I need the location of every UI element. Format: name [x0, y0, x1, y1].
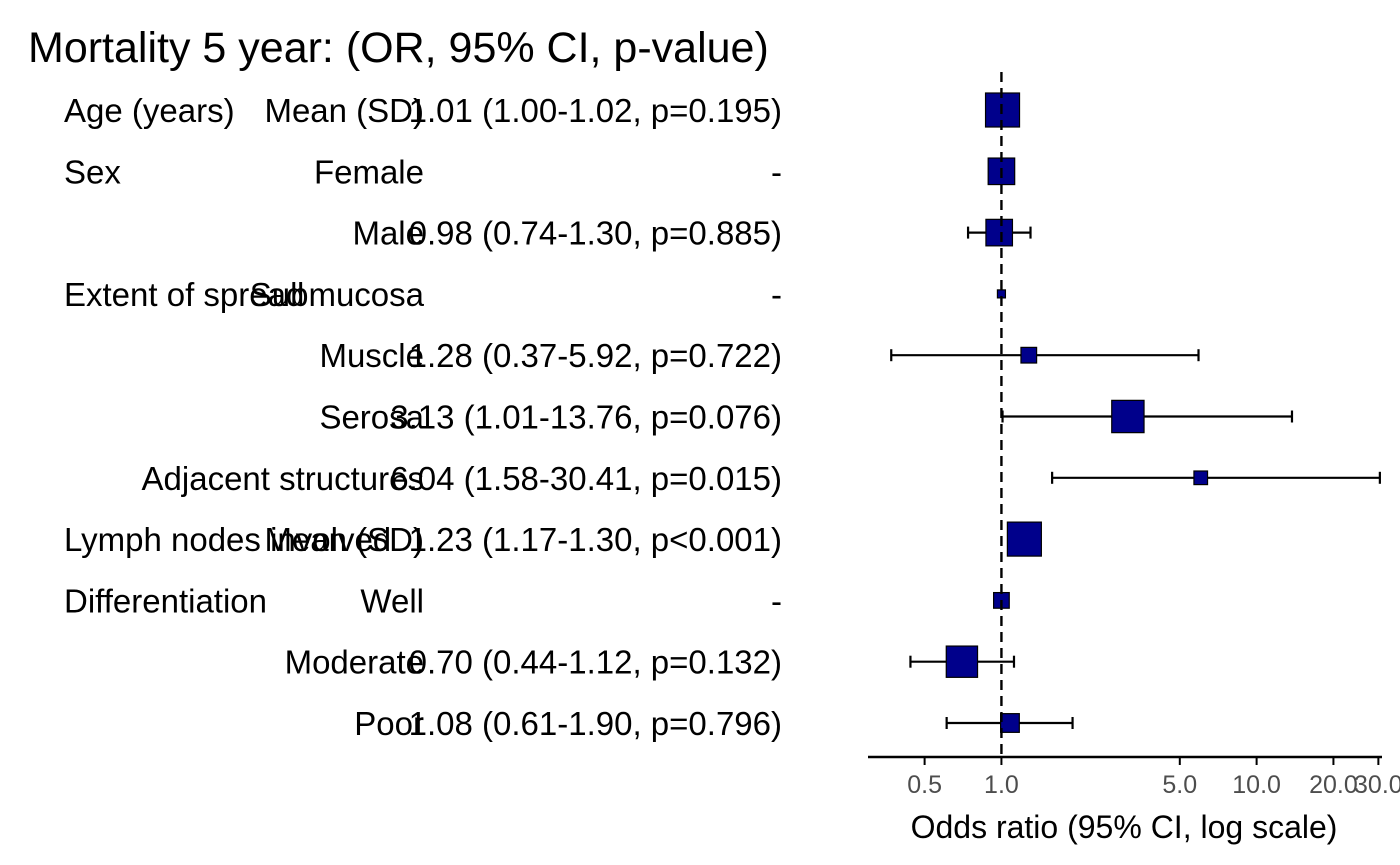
row-variable-label: Sex — [64, 153, 121, 190]
x-tick-label: 0.5 — [907, 771, 942, 799]
plot-panel — [890, 72, 1381, 757]
row-result-label: 1.28 (0.37-5.92, p=0.722) — [409, 337, 782, 374]
forest-row-marks — [890, 346, 1200, 364]
x-tick-label: 10.0 — [1232, 771, 1281, 799]
row-level-label: Well — [360, 582, 424, 619]
row-variable-label: Extent of spread — [64, 276, 304, 313]
row-level-label: Adjacent structures — [142, 460, 424, 497]
x-tick-label: 20.0 — [1309, 771, 1358, 799]
odds-ratio-box — [1020, 346, 1038, 364]
row-result-label: 1.01 (1.00-1.02, p=0.195) — [409, 92, 782, 129]
forest-row-marks — [1001, 399, 1294, 434]
row-level-label: Female — [314, 153, 424, 190]
row-level-label: Serosa — [319, 399, 424, 436]
odds-ratio-box — [1111, 399, 1145, 434]
row-result-label: 3.13 (1.01-13.76, p=0.076) — [390, 399, 782, 436]
row-level-label: Submucosa — [250, 276, 425, 313]
odds-ratio-box — [1193, 470, 1209, 486]
x-tick-label: 30.0 — [1354, 771, 1400, 799]
row-variable-label: Age (years) — [64, 92, 235, 129]
odds-ratio-box — [1006, 521, 1042, 557]
row-level-label: Poor — [354, 705, 424, 742]
forest-row-marks — [909, 645, 1016, 678]
row-level-label: Moderate — [285, 644, 424, 681]
forest-row-marks — [1051, 470, 1381, 486]
row-level-label: Mean (SD) — [264, 521, 424, 558]
forest-row-marks — [966, 218, 1032, 247]
row-level-label: Mean (SD) — [264, 92, 424, 129]
x-tick-label: 5.0 — [1162, 771, 1197, 799]
row-result-label: 0.98 (0.74-1.30, p=0.885) — [409, 215, 782, 252]
row-level-label: Male — [352, 215, 424, 252]
chart-title: Mortality 5 year: (OR, 95% CI, p-value) — [28, 24, 769, 72]
x-axis: 0.5 1.0 5.0 10.0 20.030.0 — [868, 755, 1400, 799]
row-result-label: 1.08 (0.61-1.90, p=0.796) — [409, 705, 782, 742]
row-result-label: - — [771, 153, 782, 190]
results-table: Age (years) Mean (SD)1.01 (1.00-1.02, p=0… — [64, 92, 782, 742]
x-axis-title: Odds ratio (95% CI, log scale) — [911, 809, 1338, 845]
row-result-label: 0.70 (0.44-1.12, p=0.132) — [409, 644, 782, 681]
row-result-label: 1.23 (1.17-1.30, p<0.001) — [409, 521, 782, 558]
x-tick-label: 1.0 — [984, 771, 1019, 799]
odds-ratio-box — [985, 218, 1014, 247]
row-variable-label: Lymph nodes involved — [64, 521, 391, 558]
row-result-label: - — [771, 276, 782, 313]
forest-row-marks — [1006, 521, 1042, 557]
odds-ratio-box — [1000, 713, 1020, 733]
forest-row-marks — [945, 713, 1074, 733]
row-result-label: - — [771, 582, 782, 619]
row-result-label: 6.04 (1.58-30.41, p=0.015) — [390, 460, 782, 497]
row-level-label: Muscle — [319, 337, 424, 374]
row-variable-label: Differentiation — [64, 582, 267, 619]
odds-ratio-box — [945, 645, 979, 678]
